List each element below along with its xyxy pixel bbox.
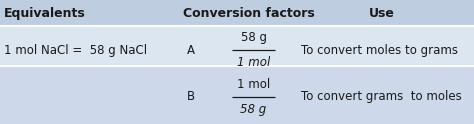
Bar	[0, 66, 474, 124]
Text: Use: Use	[369, 7, 394, 19]
Text: To convert grams  to moles: To convert grams to moles	[301, 90, 462, 103]
Text: To convert moles to grams: To convert moles to grams	[301, 44, 458, 57]
Bar	[0, 26, 474, 66]
Text: 1 mol: 1 mol	[237, 56, 270, 69]
Bar	[0, 0, 474, 26]
Text: 1 mol NaCl =  58 g NaCl: 1 mol NaCl = 58 g NaCl	[4, 44, 147, 57]
Text: Conversion factors: Conversion factors	[183, 7, 315, 19]
Text: 1 mol: 1 mol	[237, 78, 270, 91]
Text: 58 g: 58 g	[240, 103, 267, 116]
Text: Equivalents: Equivalents	[4, 7, 85, 19]
Text: A: A	[187, 44, 195, 57]
Text: B: B	[187, 90, 195, 103]
Text: 58 g: 58 g	[241, 31, 266, 44]
